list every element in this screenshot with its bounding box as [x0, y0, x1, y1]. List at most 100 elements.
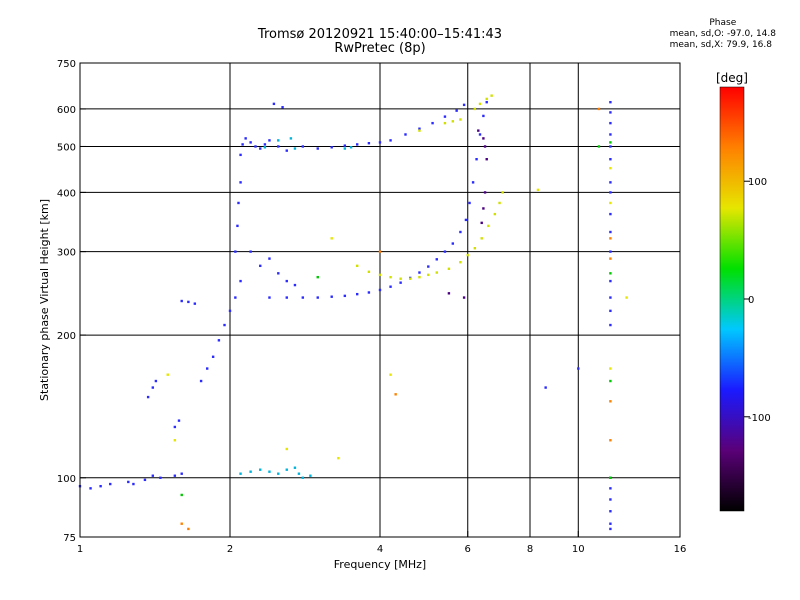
data-point: [205, 367, 209, 370]
phase-stats-heading: Phase: [709, 18, 737, 28]
data-point: [89, 487, 92, 490]
data-point: [277, 145, 280, 148]
data-point: [177, 419, 181, 422]
data-point: [378, 141, 382, 144]
data-point: [473, 107, 477, 111]
data-point: [443, 121, 447, 125]
data-point: [355, 292, 359, 296]
data-point: [236, 224, 239, 228]
data-point: [151, 386, 155, 389]
data-point: [268, 139, 271, 142]
data-point: [277, 472, 280, 475]
data-point: [609, 527, 612, 531]
data-point: [316, 147, 319, 150]
data-point: [609, 257, 612, 260]
data-point: [239, 153, 242, 157]
colorbar-tick-label: -100: [748, 413, 771, 424]
data-point: [462, 103, 466, 107]
x-tick-label: 6: [465, 544, 471, 555]
data-point: [609, 309, 612, 313]
data-point: [483, 191, 487, 194]
data-point: [483, 145, 487, 148]
data-point: [482, 114, 485, 118]
data-point: [239, 181, 242, 184]
data-point: [462, 296, 466, 299]
data-point: [285, 279, 288, 283]
y-tick-label: 500: [57, 142, 76, 153]
data-point: [536, 188, 540, 192]
data-point: [187, 300, 190, 304]
data-point: [443, 250, 447, 253]
data-point: [151, 474, 155, 477]
data-point: [193, 302, 197, 305]
data-point: [389, 139, 392, 142]
data-point: [459, 260, 462, 264]
data-point: [485, 158, 488, 161]
data-point: [404, 133, 407, 136]
data-point: [459, 118, 462, 121]
data-point: [609, 145, 612, 148]
data-point: [389, 285, 392, 288]
y-tick-label: 600: [57, 105, 76, 116]
data-point: [378, 250, 382, 253]
data-point: [418, 129, 421, 132]
data-point: [259, 147, 262, 150]
data-point: [239, 472, 242, 475]
data-point: [394, 393, 397, 396]
data-point: [343, 144, 347, 147]
data-point: [268, 470, 271, 473]
y-axis-label: Stationary phase Virtual Height [km]: [38, 199, 51, 401]
data-points: [78, 94, 628, 531]
data-point: [447, 292, 451, 295]
data-point: [435, 258, 438, 261]
data-point: [609, 272, 612, 275]
data-point: [501, 191, 504, 194]
data-point: [418, 127, 421, 130]
data-point: [609, 158, 612, 161]
data-point: [451, 242, 455, 245]
data-point: [272, 102, 276, 106]
data-point: [187, 527, 190, 531]
x-tick-label: 4: [377, 544, 383, 555]
x-tick-label: 8: [527, 544, 533, 555]
data-point: [143, 478, 147, 482]
y-tick-label: 400: [57, 188, 76, 199]
x-axis: 1 2 4 6 8 10 16: [77, 531, 686, 555]
data-point: [399, 277, 402, 280]
data-point: [263, 143, 267, 146]
data-point: [180, 299, 183, 303]
data-point: [223, 323, 226, 327]
data-point: [389, 373, 392, 376]
data-point: [451, 120, 455, 123]
data-point: [316, 296, 319, 299]
y-tick-label: 200: [57, 331, 76, 342]
data-point: [478, 102, 482, 106]
data-point: [609, 212, 612, 216]
data-point: [241, 143, 244, 146]
data-point: [480, 237, 483, 240]
y-tick-label: 75: [63, 533, 76, 544]
data-point: [293, 147, 297, 150]
data-point: [277, 139, 280, 142]
data-point: [464, 218, 468, 222]
data-point: [597, 107, 601, 111]
data-point: [237, 201, 240, 205]
data-point: [498, 201, 501, 205]
data-point: [609, 323, 612, 327]
data-point: [487, 224, 490, 228]
y-tick-label: 100: [57, 474, 76, 485]
data-point: [217, 339, 221, 342]
data-point: [249, 141, 252, 144]
data-point: [609, 279, 612, 283]
data-point: [309, 474, 312, 477]
data-point: [159, 476, 162, 479]
data-point: [609, 487, 612, 490]
data-point: [478, 133, 482, 136]
data-point: [228, 309, 232, 313]
chart-title-line2: RwPretec (8p): [334, 41, 426, 56]
data-point: [480, 221, 483, 225]
data-point: [399, 281, 402, 284]
data-point: [301, 296, 305, 299]
x-tick-label: 10: [572, 544, 585, 555]
